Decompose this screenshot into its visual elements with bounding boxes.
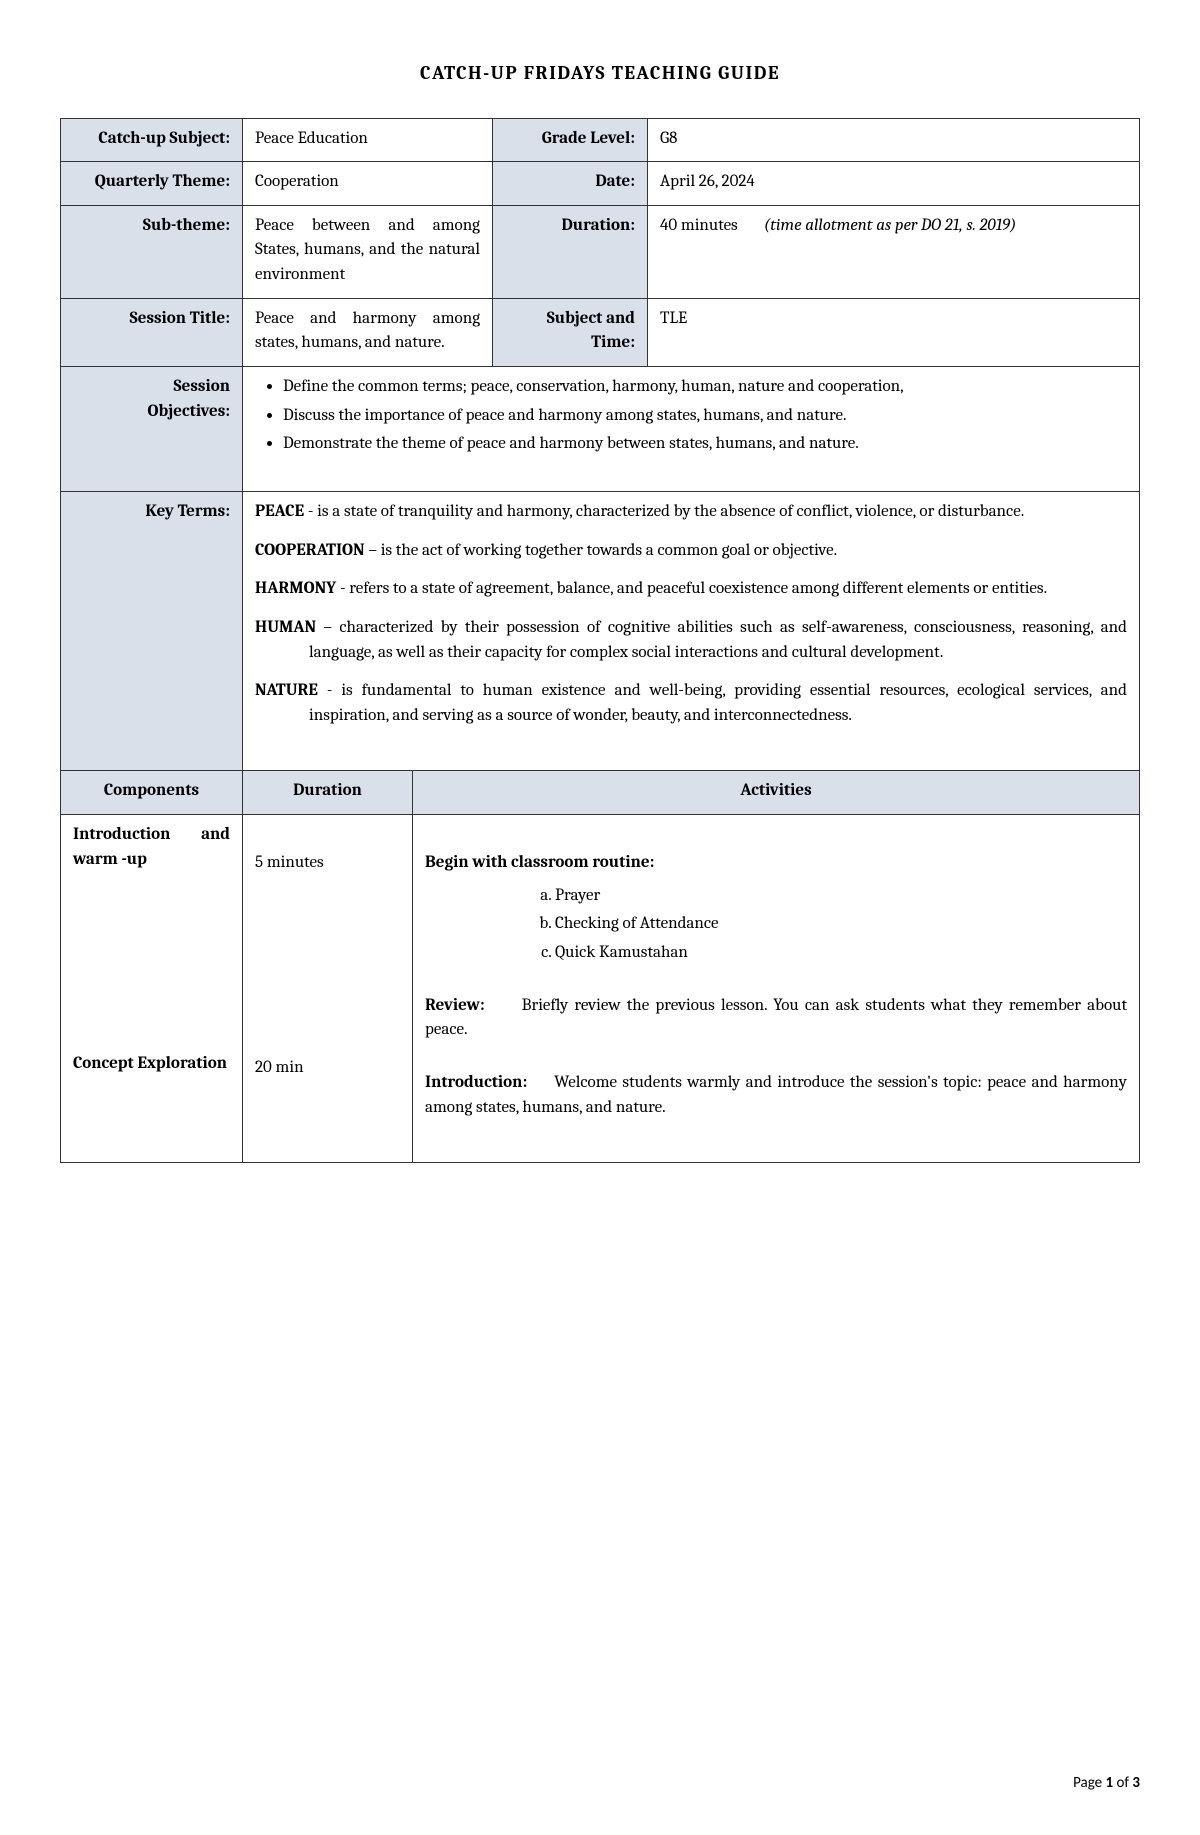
- teaching-guide-table: Catch-up Subject: Peace Education Grade …: [60, 118, 1140, 1164]
- val-date: April 26, 2024: [648, 162, 1140, 206]
- val-subtheme: Peace between and among States, humans, …: [243, 205, 493, 298]
- activities-cell: Begin with classroom routine: Prayer Che…: [413, 815, 1140, 1163]
- page-footer: Page 1 of 3: [1073, 1773, 1140, 1795]
- label-grade: Grade Level:: [493, 118, 648, 162]
- objective-item: Demonstrate the theme of peace and harmo…: [283, 432, 1127, 457]
- label-date: Date:: [493, 162, 648, 206]
- row-components-header: Components Duration Activities: [61, 771, 1140, 815]
- val-objectives: Define the common terms; peace, conserva…: [243, 367, 1140, 492]
- routine-item: Prayer: [555, 884, 1127, 909]
- document-title: CATCH-UP FRIDAYS TEACHING GUIDE: [60, 60, 1140, 88]
- val-keyterms: PEACE - is a state of tranquility and ha…: [243, 491, 1140, 770]
- keyterm-item: COOPERATION – is the act of working toge…: [255, 539, 1127, 564]
- footer-prefix: Page: [1073, 1774, 1105, 1792]
- keyterm-def: is fundamental to human existence and we…: [309, 681, 1127, 725]
- keyterm-name: HARMONY: [255, 579, 336, 598]
- label-session: Session Title:: [61, 298, 243, 366]
- duration-cell: 5 minutes 20 min: [243, 815, 413, 1163]
- row-subject: Catch-up Subject: Peace Education Grade …: [61, 118, 1140, 162]
- comp-concept: Concept Exploration: [73, 1052, 230, 1077]
- row-objectives: Session Objectives: Define the common te…: [61, 367, 1140, 492]
- label-subtheme: Sub-theme:: [61, 205, 243, 298]
- duration-main: 40 minutes: [660, 216, 738, 235]
- keyterm-name: COOPERATION: [255, 541, 365, 560]
- val-grade: G8: [648, 118, 1140, 162]
- row-session: Session Title: Peace and harmony among s…: [61, 298, 1140, 366]
- keyterm-name: HUMAN: [255, 618, 316, 637]
- keyterm-def: characterized by their possession of cog…: [309, 618, 1127, 662]
- label-objectives-1: Session: [174, 377, 231, 396]
- dur-concept: 20 min: [255, 1056, 400, 1081]
- document-page: CATCH-UP FRIDAYS TEACHING GUIDE Catch-up…: [0, 0, 1200, 1835]
- keyterm-sep: –: [316, 618, 339, 637]
- keyterm-def: is a state of tranquility and harmony, c…: [317, 502, 1024, 521]
- head-duration: Duration: [243, 771, 413, 815]
- review-text: Briefly review the previous lesson. You …: [425, 996, 1127, 1040]
- keyterm-sep: -: [336, 579, 349, 598]
- intro-lead: Introduction:: [425, 1073, 527, 1092]
- val-duration: 40 minutes (time allotment as per DO 21,…: [648, 205, 1140, 298]
- intro-block: Introduction: Welcome students warmly an…: [425, 1071, 1127, 1120]
- val-theme: Cooperation: [243, 162, 493, 206]
- review-block: Review: Briefly review the previous less…: [425, 994, 1127, 1043]
- label-theme: Quarterly Theme:: [61, 162, 243, 206]
- row-subtheme: Sub-theme: Peace between and among State…: [61, 205, 1140, 298]
- keyterm-sep: –: [365, 541, 381, 560]
- routine-head: Begin with classroom routine:: [425, 851, 1127, 876]
- keyterm-sep: -: [304, 502, 317, 521]
- duration-note: (time allotment as per DO 21, s. 2019): [764, 216, 1016, 235]
- keyterm-sep: -: [318, 681, 341, 700]
- val-session: Peace and harmony among states, humans, …: [243, 298, 493, 366]
- keyterm-def: is the act of working together towards a…: [381, 541, 837, 560]
- comp-intro: Introduction and warm -up: [73, 823, 230, 872]
- label-subjtime: Subject and Time:: [493, 298, 648, 366]
- label-subjtime-1: Subject and: [547, 309, 635, 328]
- routine-block: Begin with classroom routine: Prayer Che…: [425, 831, 1127, 966]
- footer-of: of: [1113, 1774, 1132, 1792]
- label-subjtime-2: Time:: [591, 333, 635, 352]
- val-subjtime: TLE: [648, 298, 1140, 366]
- row-theme: Quarterly Theme: Cooperation Date: April…: [61, 162, 1140, 206]
- label-keyterms: Key Terms:: [61, 491, 243, 770]
- label-objectives: Session Objectives:: [61, 367, 243, 492]
- head-components: Components: [61, 771, 243, 815]
- objectives-list: Define the common terms; peace, conserva…: [255, 375, 1127, 457]
- keyterm-name: PEACE: [255, 502, 304, 521]
- label-objectives-2: Objectives:: [148, 402, 230, 421]
- footer-page: 1: [1106, 1774, 1114, 1792]
- footer-total: 3: [1132, 1774, 1140, 1792]
- keyterm-item: PEACE - is a state of tranquility and ha…: [255, 500, 1127, 525]
- keyterm-name: NATURE: [255, 681, 318, 700]
- routine-list: Prayer Checking of Attendance Quick Kamu…: [425, 884, 1127, 966]
- label-duration: Duration:: [493, 205, 648, 298]
- head-activities: Activities: [413, 771, 1140, 815]
- routine-item: Quick Kamustahan: [555, 941, 1127, 966]
- routine-item: Checking of Attendance: [555, 912, 1127, 937]
- components-cell: Introduction and warm -up Concept Explor…: [61, 815, 243, 1163]
- label-subject: Catch-up Subject:: [61, 118, 243, 162]
- review-lead: Review:: [425, 996, 485, 1015]
- objective-item: Define the common terms; peace, conserva…: [283, 375, 1127, 400]
- val-subject: Peace Education: [243, 118, 493, 162]
- row-keyterms: Key Terms: PEACE - is a state of tranqui…: [61, 491, 1140, 770]
- keyterm-def: refers to a state of agreement, balance,…: [349, 579, 1047, 598]
- keyterm-item: NATURE - is fundamental to human existen…: [255, 679, 1127, 728]
- dur-intro: 5 minutes: [255, 851, 400, 876]
- keyterm-item: HARMONY - refers to a state of agreement…: [255, 577, 1127, 602]
- row-components-body: Introduction and warm -up Concept Explor…: [61, 815, 1140, 1163]
- objective-item: Discuss the importance of peace and harm…: [283, 404, 1127, 429]
- keyterm-item: HUMAN – characterized by their possessio…: [255, 616, 1127, 665]
- intro-text: Welcome students warmly and introduce th…: [425, 1073, 1127, 1117]
